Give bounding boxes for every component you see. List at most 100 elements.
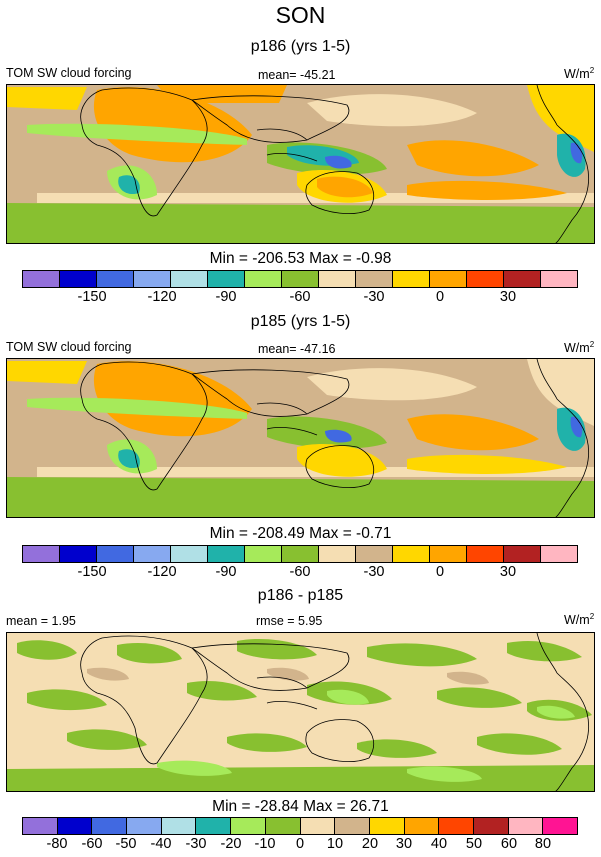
p2-south-pacific-yellow <box>407 454 567 474</box>
colorbar-swatch <box>23 546 60 562</box>
colorbar-swatch <box>23 818 58 834</box>
panel1-map <box>6 84 595 244</box>
tick-label: 30 <box>499 289 517 305</box>
panel2-subtitle: p185 (yrs 1-5) <box>250 313 351 330</box>
colorbar-swatch <box>393 271 430 287</box>
colorbar-swatch <box>439 818 474 834</box>
colorbar-swatch <box>504 271 541 287</box>
panel1-mean-label: mean= -45.21 <box>258 68 336 82</box>
p1-pacific-subtropic-region <box>407 140 539 177</box>
p3-light-patches <box>157 689 575 782</box>
colorbar-swatch <box>541 546 577 562</box>
tick-label: -90 <box>215 564 237 580</box>
tick-label: -30 <box>363 289 385 305</box>
p1-south-pacific-orange <box>407 180 567 200</box>
colorbar-swatch <box>319 546 356 562</box>
p2-north-pacific-region <box>307 368 477 401</box>
tick-label: 60 <box>500 836 518 852</box>
colorbar-swatch <box>60 271 97 287</box>
panel3-minmax: Min = -28.84 Max = 26.71 <box>212 798 389 815</box>
p1-africa-teal <box>118 175 140 195</box>
tick-label: -30 <box>363 564 385 580</box>
p1-southern-ocean-band <box>7 203 594 243</box>
colorbar-swatch <box>134 546 171 562</box>
colorbar-swatch <box>356 546 393 562</box>
panel1-variable-label: TOM SW cloud forcing <box>6 66 132 80</box>
panel2-map <box>6 358 595 518</box>
p1-mediterranean-region <box>157 85 287 103</box>
p2-maritime-blue <box>325 429 352 443</box>
tick-label: 0 <box>435 564 445 580</box>
colorbar-swatch <box>504 546 541 562</box>
colorbar-swatch <box>92 818 128 834</box>
tick-label: -30 <box>185 836 207 852</box>
colorbar-swatch <box>127 818 162 834</box>
panel1-colorbar-ticks: -150 -120 -90 -60 -30 0 30 <box>0 289 601 309</box>
colorbar-swatch <box>97 546 134 562</box>
tick-label: 0 <box>295 836 305 852</box>
colorbar-swatch <box>23 271 60 287</box>
colorbar-swatch <box>171 546 208 562</box>
colorbar-swatch <box>319 271 356 287</box>
colorbar-swatch <box>369 818 405 834</box>
colorbar-swatch <box>161 818 197 834</box>
tick-label: 30 <box>499 564 517 580</box>
colorbar-swatch <box>231 818 266 834</box>
p2-coastlines <box>80 359 589 517</box>
tick-label: 50 <box>465 836 483 852</box>
colorbar-swatch <box>300 818 336 834</box>
tick-label: -60 <box>81 836 103 852</box>
colorbar-swatch <box>335 818 370 834</box>
tick-label: -10 <box>254 836 276 852</box>
colorbar-swatch <box>265 818 301 834</box>
panel2-minmax: Min = -208.49 Max = -0.71 <box>209 525 392 542</box>
p2-australia-yellow <box>297 443 387 477</box>
p1-north-pacific-region <box>307 94 477 127</box>
colorbar-swatch <box>473 818 509 834</box>
tick-label: 20 <box>361 836 379 852</box>
p2-southern-ocean-band <box>7 477 594 517</box>
p2-andes-teal <box>557 407 586 451</box>
colorbar-swatch <box>543 818 577 834</box>
panel3-rmse-label: rmse = 5.95 <box>256 614 323 628</box>
panel1-subtitle: p186 (yrs 1-5) <box>250 38 351 55</box>
p2-itcz-band <box>27 397 247 419</box>
p1-australia-orange <box>317 176 373 198</box>
colorbar-swatch <box>404 818 440 834</box>
panel1-unit-label: W/m2 <box>564 66 595 82</box>
tick-label: -60 <box>289 289 311 305</box>
panel2-unit-label: W/m2 <box>564 340 595 356</box>
colorbar-swatch <box>282 546 319 562</box>
colorbar-swatch <box>208 271 245 287</box>
p3-coastlines <box>80 633 589 791</box>
p2-africa-teal <box>118 449 140 469</box>
colorbar-swatch <box>134 271 171 287</box>
colorbar-swatch <box>541 271 577 287</box>
colorbar-swatch <box>245 271 282 287</box>
colorbar-swatch <box>356 271 393 287</box>
panel2-colorbar-ticks: -150 -120 -90 -60 -30 0 30 <box>0 564 601 584</box>
p3-background <box>7 633 594 791</box>
tick-label: -40 <box>150 836 172 852</box>
colorbar-swatch <box>467 271 504 287</box>
panel3-map <box>6 632 595 792</box>
colorbar-swatch <box>171 271 208 287</box>
p2-atlantic-north-region <box>7 361 87 384</box>
p1-atlantic-north-region <box>7 87 87 110</box>
panel3-colorbar-ticks: -80 -60 -50 -40 -30 -20 -10 0 10 20 30 4… <box>0 836 601 856</box>
panel2-colorbar <box>22 545 578 563</box>
panel2-mean-label: mean= -47.16 <box>258 342 336 356</box>
tick-label: 40 <box>430 836 448 852</box>
tick-label: 0 <box>435 289 445 305</box>
panel2-variable-label: TOM SW cloud forcing <box>6 340 132 354</box>
panel1-minmax: Min = -206.53 Max = -0.98 <box>209 250 392 267</box>
colorbar-swatch <box>57 818 93 834</box>
tick-label: -90 <box>215 289 237 305</box>
panel3-unit-label: W/m2 <box>564 612 595 628</box>
tick-label: -20 <box>220 836 242 852</box>
panel1-colorbar <box>22 270 578 288</box>
colorbar-swatch <box>508 818 544 834</box>
figure-title: SON <box>275 2 326 28</box>
colorbar-swatch <box>430 271 467 287</box>
p1-maritime-blue <box>325 155 352 169</box>
